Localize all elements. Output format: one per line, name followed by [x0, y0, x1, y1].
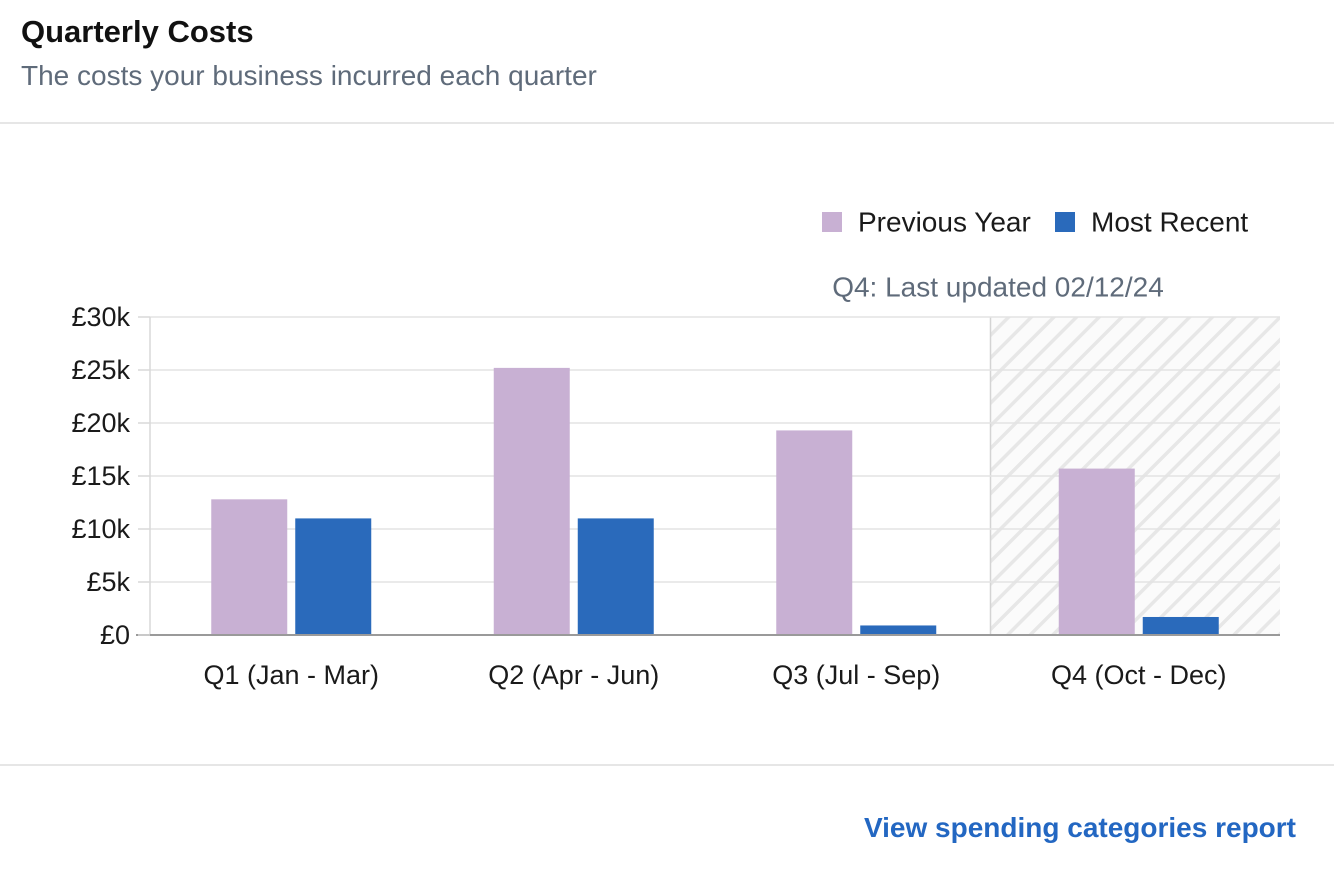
x-tick-label: Q1 (Jan - Mar)	[203, 660, 379, 690]
card-footer: View spending categories report	[0, 766, 1334, 878]
legend-swatch-previous-year	[822, 212, 842, 232]
q4-last-updated-note: Q4: Last updated 02/12/24	[832, 272, 1164, 303]
y-tick-label: £15k	[71, 461, 130, 491]
x-tick-label: Q4 (Oct - Dec)	[1051, 660, 1227, 690]
y-tick-label: £10k	[71, 514, 130, 544]
y-tick-label: £25k	[71, 355, 130, 385]
bar-previous-year	[493, 367, 570, 635]
bar-most-recent	[295, 518, 372, 635]
card-header: Quarterly Costs The costs your business …	[0, 0, 1334, 124]
legend-label-most-recent: Most Recent	[1091, 207, 1248, 238]
card-title: Quarterly Costs	[21, 14, 254, 49]
card-subtitle: The costs your business incurred each qu…	[21, 60, 597, 91]
bar-most-recent	[577, 518, 654, 635]
bar-previous-year	[211, 499, 288, 635]
y-tick-label: £30k	[71, 302, 130, 332]
chart-area: £0 £5k £10k £15k £20k £25k £30k Q1 (Jan - Mar)…	[0, 124, 1334, 766]
q4-note-background	[806, 267, 1190, 315]
quarterly-costs-chart: £0 £5k £10k £15k £20k £25k £30k Q1 (Jan - Mar)…	[71, 207, 1280, 690]
bar-previous-year	[1058, 468, 1135, 635]
y-tick-label: £20k	[71, 408, 130, 438]
legend-label-previous-year: Previous Year	[858, 207, 1031, 238]
bar-most-recent	[860, 625, 937, 635]
bar-most-recent	[1142, 616, 1219, 635]
x-tick-label: Q3 (Jul - Sep)	[772, 660, 940, 690]
y-tick-label: £0	[100, 620, 130, 650]
view-spending-categories-link[interactable]: View spending categories report	[863, 812, 1296, 843]
x-tick-label: Q2 (Apr - Jun)	[488, 660, 659, 690]
y-tick-label: £5k	[86, 567, 130, 597]
bar-previous-year	[776, 430, 853, 635]
legend-swatch-most-recent	[1055, 212, 1075, 232]
